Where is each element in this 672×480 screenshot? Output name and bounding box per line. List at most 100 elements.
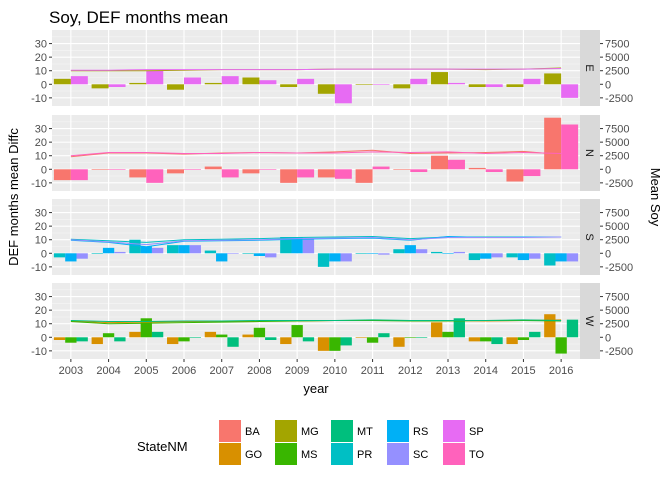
bar-to-2006	[184, 169, 201, 170]
bar-mg-2003	[53, 78, 71, 85]
bar-to-2009	[297, 169, 315, 178]
legend-title: StateNM	[137, 439, 188, 454]
bar-sp-2012	[410, 78, 428, 85]
bar-to-2003	[70, 169, 88, 181]
bar-pr-2003	[53, 253, 66, 258]
x-axis-title: year	[303, 381, 329, 396]
y2-tick-label: 7500	[605, 208, 629, 220]
bar-sc-2015	[529, 253, 541, 259]
bar-mg-2012	[393, 84, 411, 89]
bar-rs-2013	[442, 253, 454, 254]
y2-tick-label: 2500	[605, 235, 629, 247]
y-tick-label: 20	[35, 305, 47, 317]
legend-key	[275, 420, 297, 442]
x-tick-label: 2003	[59, 365, 83, 377]
bar-rs-2008	[253, 253, 266, 256]
bar-sp-2016	[561, 84, 579, 98]
bar-pr-2014	[468, 253, 481, 261]
bar-ba-2007	[204, 166, 222, 170]
bar-go-2015	[506, 337, 518, 345]
bar-go-2008	[242, 334, 254, 338]
y2-tick-label: 0	[605, 79, 611, 91]
bar-mg-2004	[91, 84, 109, 89]
legend-entry-ms: MS	[275, 443, 318, 465]
facet-strip	[580, 30, 600, 106]
bar-pr-2012	[393, 249, 405, 254]
x-tick-label: 2013	[436, 365, 460, 377]
y-tick-label: 20	[35, 52, 47, 64]
bar-ms-2003	[65, 337, 77, 343]
bar-ms-2011	[366, 337, 379, 343]
bar-mg-2011	[355, 84, 373, 85]
bar-sc-2003	[76, 253, 88, 259]
y-tick-label: -10	[31, 93, 47, 105]
y-axis-title: DEF months mean Diffc	[6, 128, 21, 266]
panel-background	[52, 30, 580, 106]
bar-sc-2004	[114, 251, 126, 254]
legend-entry-go: GO	[219, 443, 263, 465]
bar-go-2005	[129, 331, 141, 338]
bar-ba-2011	[355, 169, 373, 183]
bar-sp-2003	[70, 76, 88, 85]
legend-label: MG	[301, 426, 319, 438]
y2-tick-label: -2500	[605, 178, 633, 190]
bar-rs-2003	[65, 253, 77, 262]
y2-tick-label: 5000	[605, 52, 629, 64]
bar-pr-2010	[317, 253, 330, 267]
x-tick-label: 2008	[247, 365, 271, 377]
y-tick-label: -10	[31, 346, 47, 358]
bar-mg-2013	[431, 72, 448, 85]
legend-entry-sp: SP	[443, 420, 484, 442]
bar-to-2007	[221, 169, 239, 178]
legend-key	[275, 443, 297, 465]
bar-mt-2014	[491, 337, 503, 345]
legend-entry-sc: SC	[387, 443, 428, 465]
bar-to-2005	[146, 169, 164, 183]
y2-tick-label: 2500	[605, 66, 629, 78]
bar-pr-2011	[355, 253, 367, 254]
facet-panels: -100102030E-25000250050007500-100102030N…	[31, 30, 633, 359]
bar-go-2003	[53, 337, 66, 340]
legend-label: TO	[469, 449, 485, 461]
y-tick-label: 30	[35, 39, 47, 51]
bar-sp-2011	[372, 84, 390, 85]
bar-mg-2010	[317, 84, 335, 94]
bar-mt-2012	[415, 337, 428, 338]
x-tick-label: 2005	[134, 365, 158, 377]
bar-sc-2008	[265, 253, 277, 258]
bar-go-2006	[167, 337, 179, 345]
bar-pr-2006	[167, 245, 179, 254]
bar-to-2008	[259, 169, 277, 170]
bar-go-2011	[355, 337, 367, 338]
x-tick-label: 2007	[209, 365, 233, 377]
bar-go-2016	[544, 314, 556, 338]
legend-key	[387, 420, 409, 442]
bar-ms-2016	[555, 337, 567, 354]
bar-mt-2003	[76, 337, 88, 342]
bar-sp-2004	[108, 84, 126, 87]
legend-entry-mg: MG	[275, 420, 319, 442]
bar-rs-2011	[366, 253, 379, 254]
y-tick-label: 30	[35, 292, 47, 304]
legend-label: RS	[413, 426, 428, 438]
bar-go-2004	[91, 337, 103, 345]
facet-strip-label: E	[583, 64, 595, 71]
bar-sc-2012	[415, 249, 428, 254]
legend-key	[219, 443, 241, 465]
bar-pr-2016	[544, 253, 556, 266]
bar-sp-2014	[485, 84, 503, 87]
bar-pr-2005	[129, 239, 141, 254]
bar-ms-2015	[517, 337, 530, 340]
y2-tick-label: 7500	[605, 292, 629, 304]
bar-ba-2014	[468, 167, 486, 170]
bar-ba-2006	[167, 169, 184, 174]
x-tick-label: 2009	[285, 365, 309, 377]
bar-go-2009	[280, 337, 292, 345]
bar-sc-2006	[189, 245, 201, 254]
bar-mt-2011	[378, 333, 390, 338]
bar-go-2013	[431, 322, 443, 338]
bar-mt-2015	[529, 331, 541, 338]
y2-tick-label: 2500	[605, 319, 629, 331]
